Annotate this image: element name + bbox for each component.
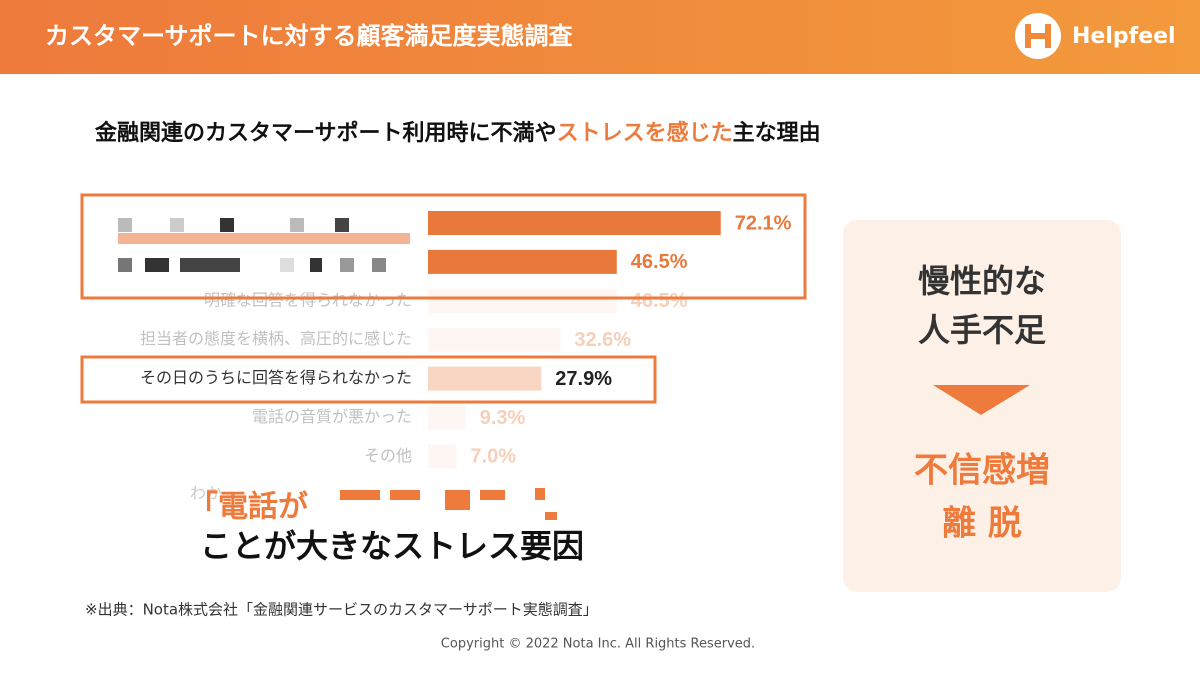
- category-label: 担当者の態度を横柄、高圧的に感じた: [140, 329, 412, 348]
- bar: [428, 405, 466, 430]
- arrow-down: [933, 385, 1030, 415]
- value-label: 7.0%: [470, 446, 516, 468]
- category-label: 明確な回答を得られなかった: [204, 290, 412, 309]
- quote-line: ことが大きなストレス要因: [200, 527, 584, 565]
- pixelated-quote: [340, 488, 557, 520]
- bar: [428, 288, 617, 313]
- category-label: 電話の音質が悪かった: [252, 407, 412, 426]
- pixelated-labels: [118, 218, 386, 272]
- faded-label: わか: [190, 484, 222, 503]
- copyright: Copyright © 2022 Nota Inc. All Rights Re…: [441, 637, 755, 652]
- bar: [428, 249, 617, 274]
- value-label: 9.3%: [480, 407, 526, 429]
- quote-line: 「電話が: [188, 490, 308, 525]
- highlight-box: [80, 193, 807, 300]
- strike-line: [118, 233, 410, 244]
- card-text: 離 脱: [942, 504, 1022, 544]
- header-title: カスタマーサポートに対する顧客満足度実態調査: [45, 22, 573, 50]
- chart-title: 金融関連のカスタマーサポート利用時に不満やストレスを感じた主な理由: [94, 120, 821, 146]
- value-label: 32.6%: [574, 329, 631, 351]
- card-text: 慢性的な: [918, 262, 1046, 300]
- bar: [428, 211, 721, 235]
- value-label: 46.5%: [631, 251, 688, 273]
- value-label: 72.1%: [735, 212, 792, 234]
- value-label: 27.9%: [555, 368, 612, 390]
- bar: [428, 366, 542, 391]
- category-label: その他: [364, 446, 412, 465]
- bar: [428, 444, 457, 469]
- card-text: 人手不足: [918, 311, 1046, 349]
- card-text: 不信感増: [914, 451, 1050, 491]
- header-bar: [0, 0, 1200, 74]
- logo-text: Helpfeel: [1072, 24, 1176, 49]
- source: ※出典：Nota株式会社「金融関連サービスのカスタマーサポート実態調査」: [85, 601, 598, 619]
- value-label: 46.5%: [631, 290, 688, 312]
- logo-mark: [1025, 24, 1051, 48]
- highlight-box: [80, 355, 657, 404]
- bar: [428, 327, 561, 352]
- category-label: その日のうちに回答を得られなかった: [140, 368, 412, 387]
